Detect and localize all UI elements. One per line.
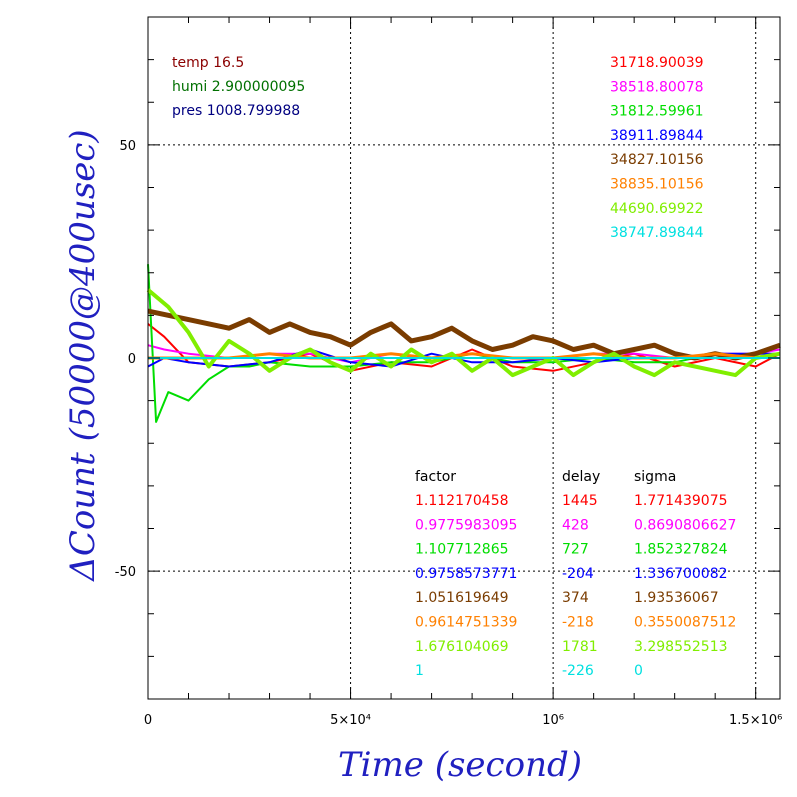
env-label: pres 1008.799988: [172, 103, 300, 119]
series-mean-label: 31718.90039: [610, 55, 704, 71]
series-sigma: 0: [634, 663, 643, 679]
series-factor: 0.9775983095: [415, 517, 517, 533]
series-sigma: 1.771439075: [634, 493, 728, 509]
series-sigma: 1.852327824: [634, 542, 728, 558]
x-axis-label: Time (second): [338, 745, 582, 785]
series-factor: 1.107712865: [415, 542, 509, 558]
y-tick-label: 0: [128, 352, 136, 367]
series-delay: 1781: [562, 639, 598, 655]
x-tick-label: 10⁶: [542, 713, 564, 728]
y-tick-label: 50: [119, 139, 136, 154]
series-factor: 0.9614751339: [415, 615, 517, 631]
series-delay: -226: [562, 663, 594, 679]
annotations: temp 16.5 humi 2.900000095 pres 1008.79998…: [172, 55, 736, 679]
x-tick-label: 5×10⁴: [330, 713, 371, 728]
table-header: factor: [415, 469, 456, 485]
series-factor: 1: [415, 663, 424, 679]
series-line: [147, 264, 781, 423]
series-factor: 1.676104069: [415, 639, 509, 655]
series-factor: 1.051619649: [415, 590, 509, 606]
series-sigma: 1.336700082: [634, 566, 728, 582]
series-delay: 727: [562, 542, 589, 558]
y-tick-label: -50: [115, 565, 136, 580]
tick-labels: 0 5×10⁴ 10⁶ 1.5×10⁶ -50 0 50: [115, 139, 783, 728]
series-sigma: 3.298552513: [634, 639, 728, 655]
series-line: [146, 288, 781, 378]
series-line: [147, 308, 781, 361]
table-header: delay: [562, 469, 600, 485]
series-delay: -204: [562, 566, 594, 582]
table-header: sigma: [634, 469, 676, 485]
env-label: temp 16.5: [172, 55, 244, 71]
axis-ticks: [147, 16, 780, 700]
series-mean-label: 31812.59961: [610, 104, 704, 120]
series-mean-label: 34827.10156: [610, 152, 704, 168]
series-mean-label: 38911.89844: [610, 128, 704, 144]
series-factor: 1.112170458: [415, 493, 509, 509]
x-tick-label: 1.5×10⁶: [729, 713, 782, 728]
series-delay: 428: [562, 517, 589, 533]
env-label: humi 2.900000095: [172, 79, 305, 95]
y-axis-label: ΔCount (50000@400usec): [63, 129, 103, 582]
series-line: [148, 352, 781, 360]
series-mean-label: 38835.10156: [610, 177, 704, 193]
series-factor: 0.9758573771: [415, 566, 517, 582]
series-sigma: 0.8690806627: [634, 517, 736, 533]
series-mean-label: 38747.89844: [610, 225, 704, 241]
series-mean-label: 44690.69922: [610, 201, 704, 217]
series-sigma: 1.93536067: [634, 590, 719, 606]
plot-area: [146, 264, 781, 423]
series-delay: 1445: [562, 493, 598, 509]
series-mean-label: 38518.80078: [610, 79, 704, 95]
x-tick-label: 0: [144, 713, 152, 728]
series-delay: 374: [562, 590, 589, 606]
series-sigma: 0.3550087512: [634, 615, 736, 631]
series-delay: -218: [562, 615, 594, 631]
